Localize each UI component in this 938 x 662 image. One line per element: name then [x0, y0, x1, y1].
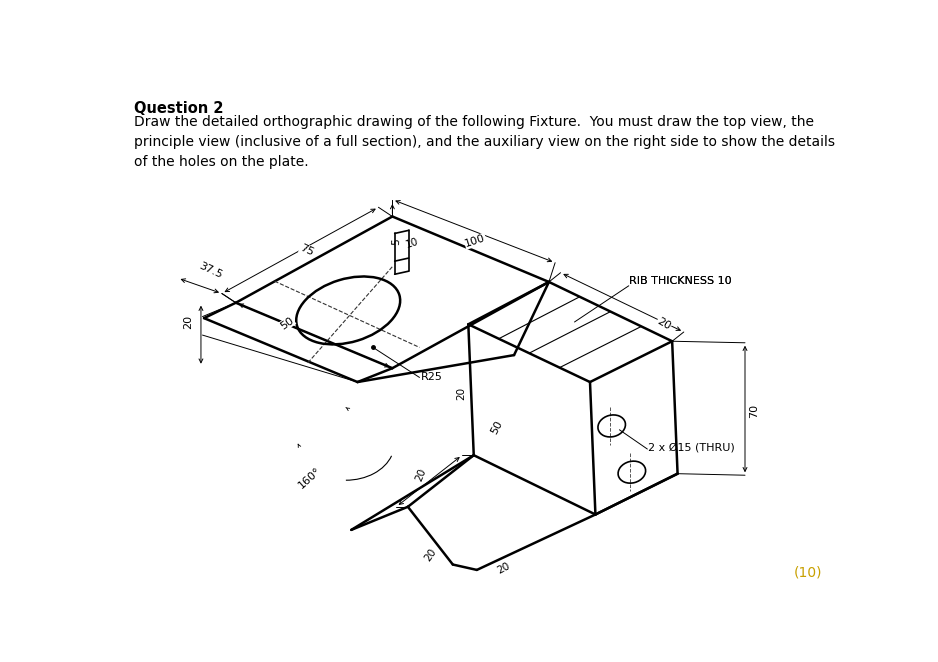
Text: 160°: 160° [296, 466, 323, 491]
Text: 20: 20 [655, 316, 673, 332]
Text: 10: 10 [404, 236, 419, 250]
Text: 70: 70 [749, 403, 759, 418]
Text: R25: R25 [421, 373, 443, 383]
Text: RIB THICKNESS 10: RIB THICKNESS 10 [628, 276, 732, 286]
Text: 2 x Ø15 (THRU): 2 x Ø15 (THRU) [648, 442, 734, 453]
Text: 5: 5 [391, 238, 401, 245]
Text: 50: 50 [279, 315, 295, 332]
Text: 20: 20 [414, 467, 428, 483]
Text: Draw the detailed orthographic drawing of the following Fixture.  You must draw : Draw the detailed orthographic drawing o… [134, 115, 836, 169]
Text: 20: 20 [183, 315, 193, 329]
Text: 100: 100 [463, 233, 487, 249]
Text: (10): (10) [794, 566, 823, 580]
Text: 20: 20 [457, 387, 466, 400]
Text: 37.5: 37.5 [197, 261, 223, 280]
Text: 20: 20 [495, 561, 511, 576]
Text: Question 2: Question 2 [134, 101, 224, 116]
Text: 75: 75 [298, 243, 316, 258]
Text: RIB THICKNESS 10: RIB THICKNESS 10 [628, 276, 732, 286]
Text: 50: 50 [490, 419, 505, 436]
Text: 20: 20 [422, 547, 438, 563]
